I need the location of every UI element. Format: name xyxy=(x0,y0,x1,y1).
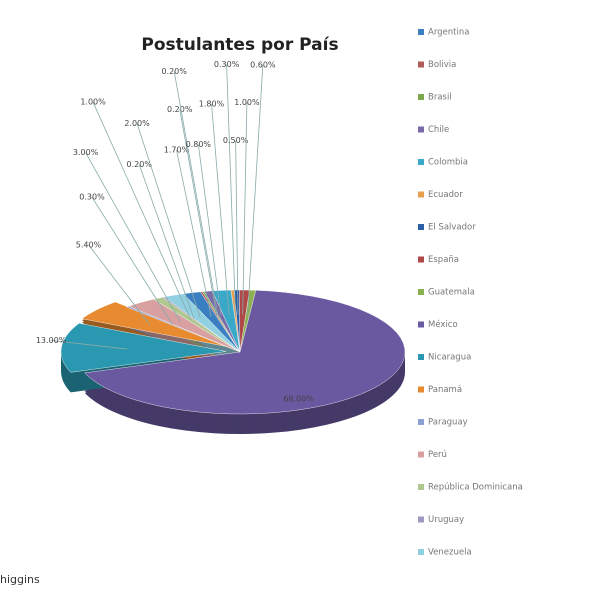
data-label: 0.20% xyxy=(167,105,193,114)
legend-swatch xyxy=(418,549,424,555)
legend-swatch xyxy=(418,94,424,100)
legend-swatch xyxy=(418,321,424,328)
leader-line xyxy=(226,64,236,315)
pie-tops xyxy=(60,289,406,415)
legend-label: México xyxy=(428,319,458,330)
legend-swatch xyxy=(418,419,424,425)
legend-label: Chile xyxy=(428,125,449,135)
leader-line xyxy=(197,144,222,316)
legend-swatch xyxy=(418,159,424,165)
leader-line xyxy=(247,65,264,315)
data-label: 1.00% xyxy=(80,98,106,107)
legend-label: Colombia xyxy=(428,158,468,168)
leader-line xyxy=(242,102,248,315)
data-label: 0.80% xyxy=(186,140,212,149)
legend-label: Argentina xyxy=(428,28,469,38)
legend-swatch xyxy=(418,256,424,263)
leader-line xyxy=(136,123,201,319)
leader-line xyxy=(176,149,212,317)
legend-label: Bolivia xyxy=(428,60,456,70)
chart-title: Postulantes por País xyxy=(141,35,338,55)
legend-swatch xyxy=(418,354,424,360)
legend-swatch xyxy=(418,29,424,35)
legend-label: El Salvador xyxy=(428,223,476,233)
legend-swatch xyxy=(418,386,424,393)
data-label: 2.00% xyxy=(124,119,150,128)
data-label: 0.60% xyxy=(250,61,276,70)
leader-line xyxy=(138,164,195,320)
data-label: 0.50% xyxy=(223,136,249,145)
legend-label: Ecuador xyxy=(428,190,463,200)
data-label: 1.70% xyxy=(164,145,190,154)
data-label: 0.20% xyxy=(127,160,153,169)
leader-line xyxy=(91,196,173,325)
legend-swatch xyxy=(418,61,424,68)
legend-swatch xyxy=(418,191,424,198)
legend-swatch xyxy=(418,451,424,458)
data-label: 1.80% xyxy=(199,99,225,108)
leader-line xyxy=(235,140,239,315)
legend-label: Guatemala xyxy=(428,288,475,298)
slice xyxy=(163,293,241,353)
legend-label: República Dominicana xyxy=(428,483,523,493)
leader-line xyxy=(179,109,218,316)
data-label: 0.30% xyxy=(79,193,105,202)
legend-label: Nicaragua xyxy=(428,353,471,363)
legend-label: Brasil xyxy=(428,93,452,103)
leader-line xyxy=(173,71,219,316)
data-label: 68.00% xyxy=(283,395,314,404)
data-label: 13.00% xyxy=(36,336,67,345)
data-label: 1.00% xyxy=(234,98,260,107)
footer-text: higgins xyxy=(0,573,40,586)
data-label: 5.40% xyxy=(76,240,102,249)
leader-line xyxy=(51,340,128,350)
legend-swatch xyxy=(418,516,424,523)
data-label: 0.20% xyxy=(161,67,187,76)
data-labels: 1.70% 0.20% 0.20% 0.80% 1.80% 0.30% 0.50% 1.00%… xyxy=(36,60,314,404)
legend-swatch xyxy=(418,126,424,133)
legend-swatch xyxy=(418,289,424,295)
legend-label: Uruguay xyxy=(428,515,464,525)
legend-label: Venezuela xyxy=(428,548,472,558)
data-label: 3.00% xyxy=(73,148,99,157)
legend-swatch xyxy=(418,224,424,230)
legend-swatch xyxy=(418,484,424,490)
slice xyxy=(81,301,229,348)
legend-label: Paraguay xyxy=(428,418,468,428)
leader-line xyxy=(85,152,181,323)
legend-label: Perú xyxy=(428,450,447,460)
slice xyxy=(84,290,406,415)
leader-line xyxy=(88,244,150,325)
legend-label: Panamá xyxy=(428,385,462,395)
data-label: 0.30% xyxy=(214,60,240,69)
legend-label: España xyxy=(428,255,459,265)
leader-line xyxy=(92,102,192,320)
legend: Argentina Bolivia Brasil Chile Colombia Ecuad… xyxy=(418,28,523,558)
leader-line xyxy=(211,103,230,316)
slice xyxy=(60,322,227,373)
